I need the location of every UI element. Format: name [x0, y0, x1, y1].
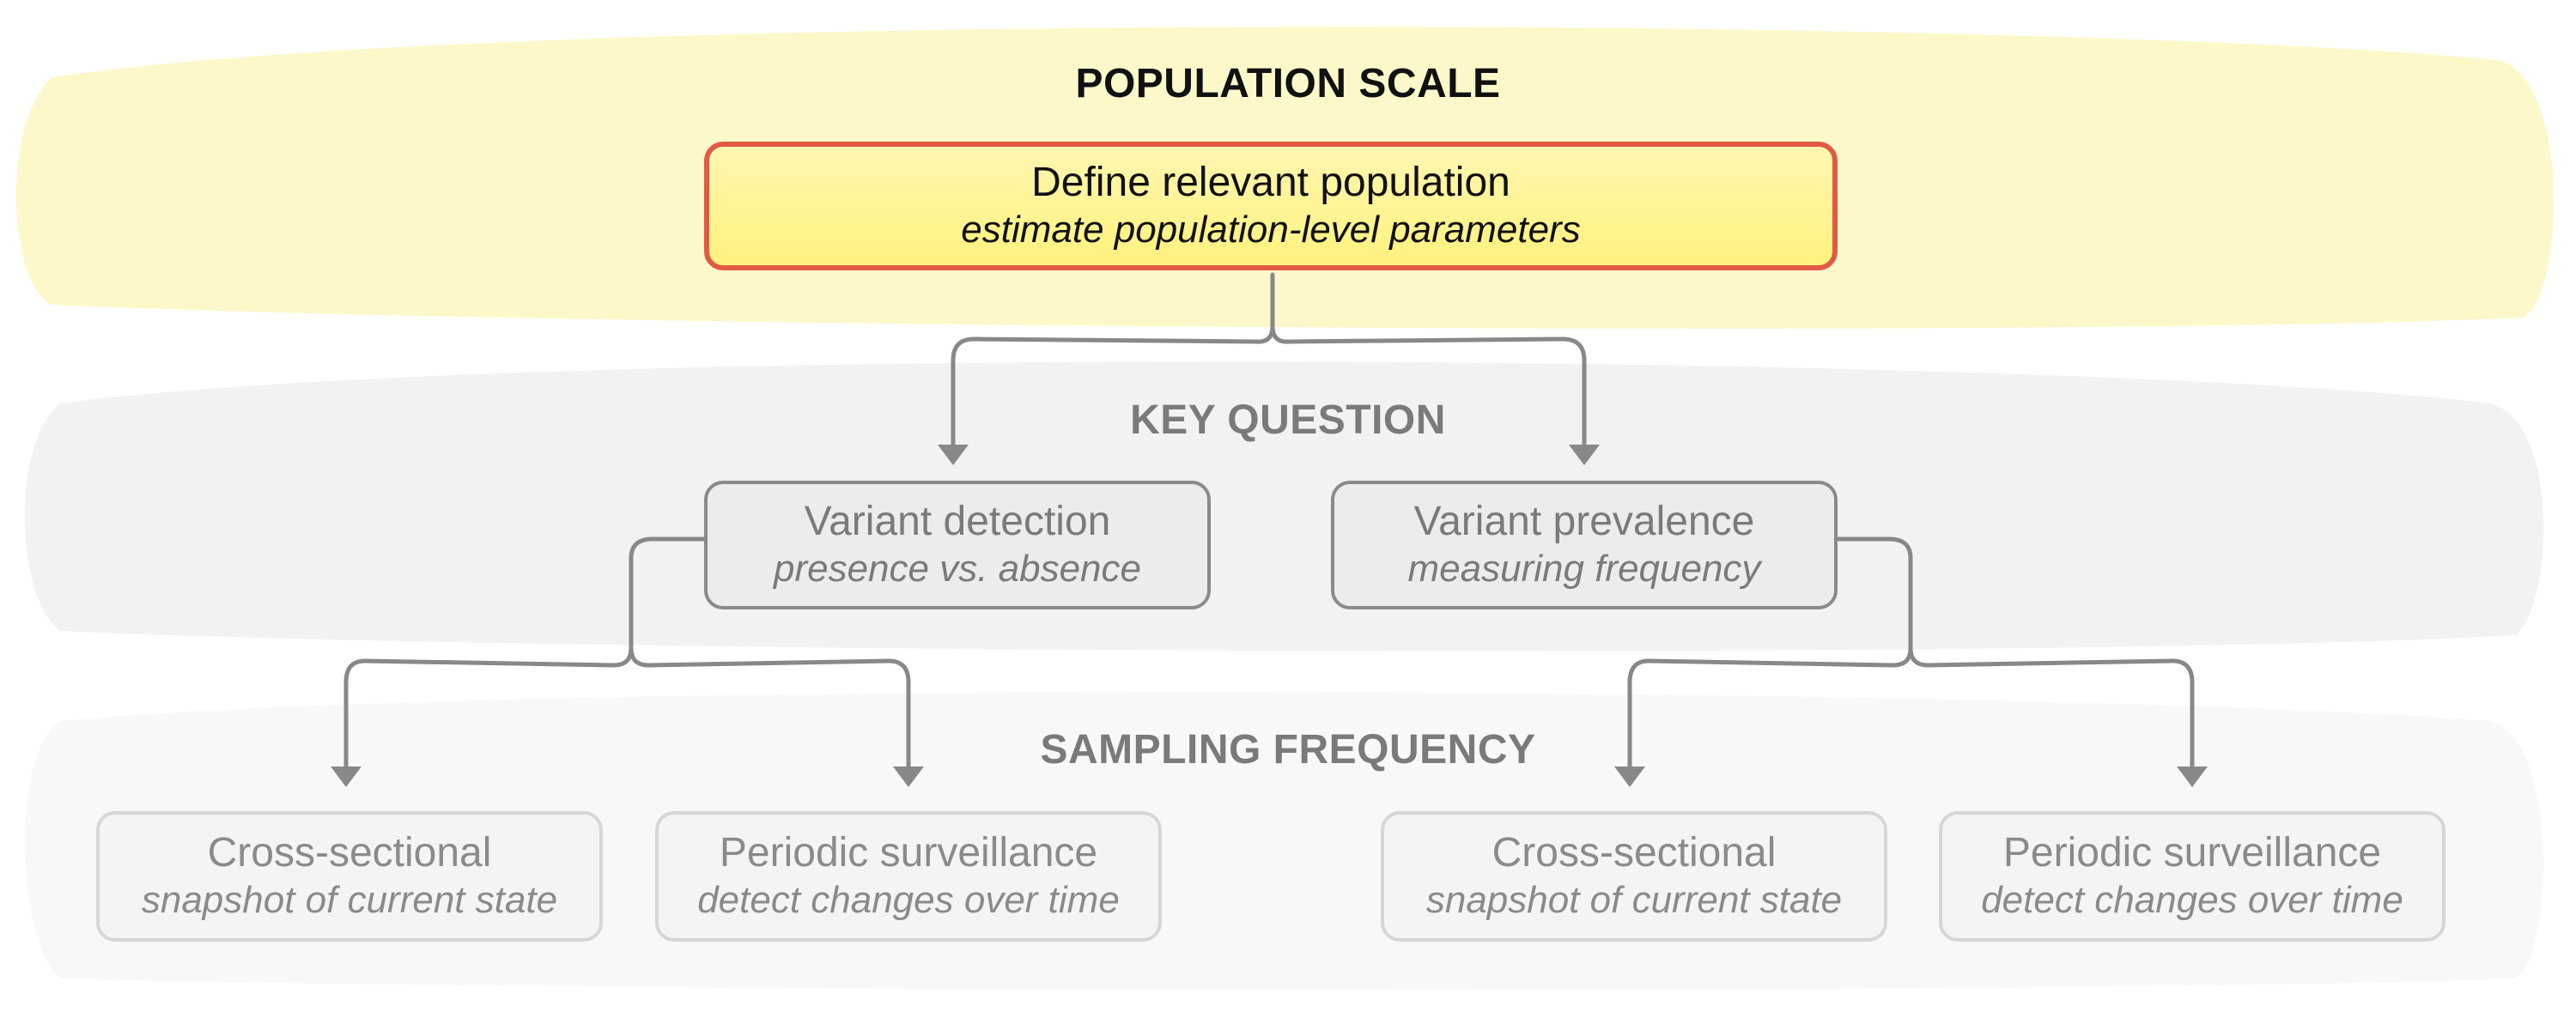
define-population-subtitle: estimate population-level parameters [961, 209, 1581, 251]
define-population-box: Define relevant population estimate popu… [704, 142, 1838, 270]
variant-prevalence-title: Variant prevalence [1413, 499, 1755, 544]
variant-prevalence-subtitle: measuring frequency [1407, 548, 1761, 590]
periodic-surveillance-subtitle-right: detect changes over time [1981, 879, 2403, 921]
population-scale-heading: POPULATION SCALE [1075, 61, 1501, 106]
periodic-surveillance-box-left: Periodic surveillance detect changes ove… [655, 811, 1162, 942]
cross-sectional-box-left: Cross-sectional snapshot of current stat… [96, 811, 603, 942]
cross-sectional-box-right: Cross-sectional snapshot of current stat… [1381, 811, 1887, 942]
cross-sectional-subtitle-right: snapshot of current state [1425, 879, 1843, 921]
periodic-surveillance-title-left: Periodic surveillance [719, 830, 1098, 876]
cross-sectional-subtitle-left: snapshot of current state [141, 879, 558, 921]
periodic-surveillance-box-right: Periodic surveillance detect changes ove… [1939, 811, 2445, 942]
variant-prevalence-box: Variant prevalence measuring frequency [1331, 481, 1838, 609]
key-question-heading: KEY QUESTION [1130, 397, 1446, 443]
cross-sectional-title-left: Cross-sectional [207, 830, 492, 876]
periodic-surveillance-title-right: Periodic surveillance [2002, 830, 2382, 876]
variant-detection-box: Variant detection presence vs. absence [704, 481, 1211, 609]
sampling-frequency-heading: SAMPLING FREQUENCY [1040, 727, 1536, 773]
cross-sectional-title-right: Cross-sectional [1492, 830, 1777, 876]
variant-detection-title: Variant detection [804, 499, 1111, 544]
periodic-surveillance-subtitle-left: detect changes over time [697, 879, 1120, 921]
variant-detection-subtitle: presence vs. absence [773, 548, 1142, 590]
define-population-title: Define relevant population [1031, 160, 1510, 205]
